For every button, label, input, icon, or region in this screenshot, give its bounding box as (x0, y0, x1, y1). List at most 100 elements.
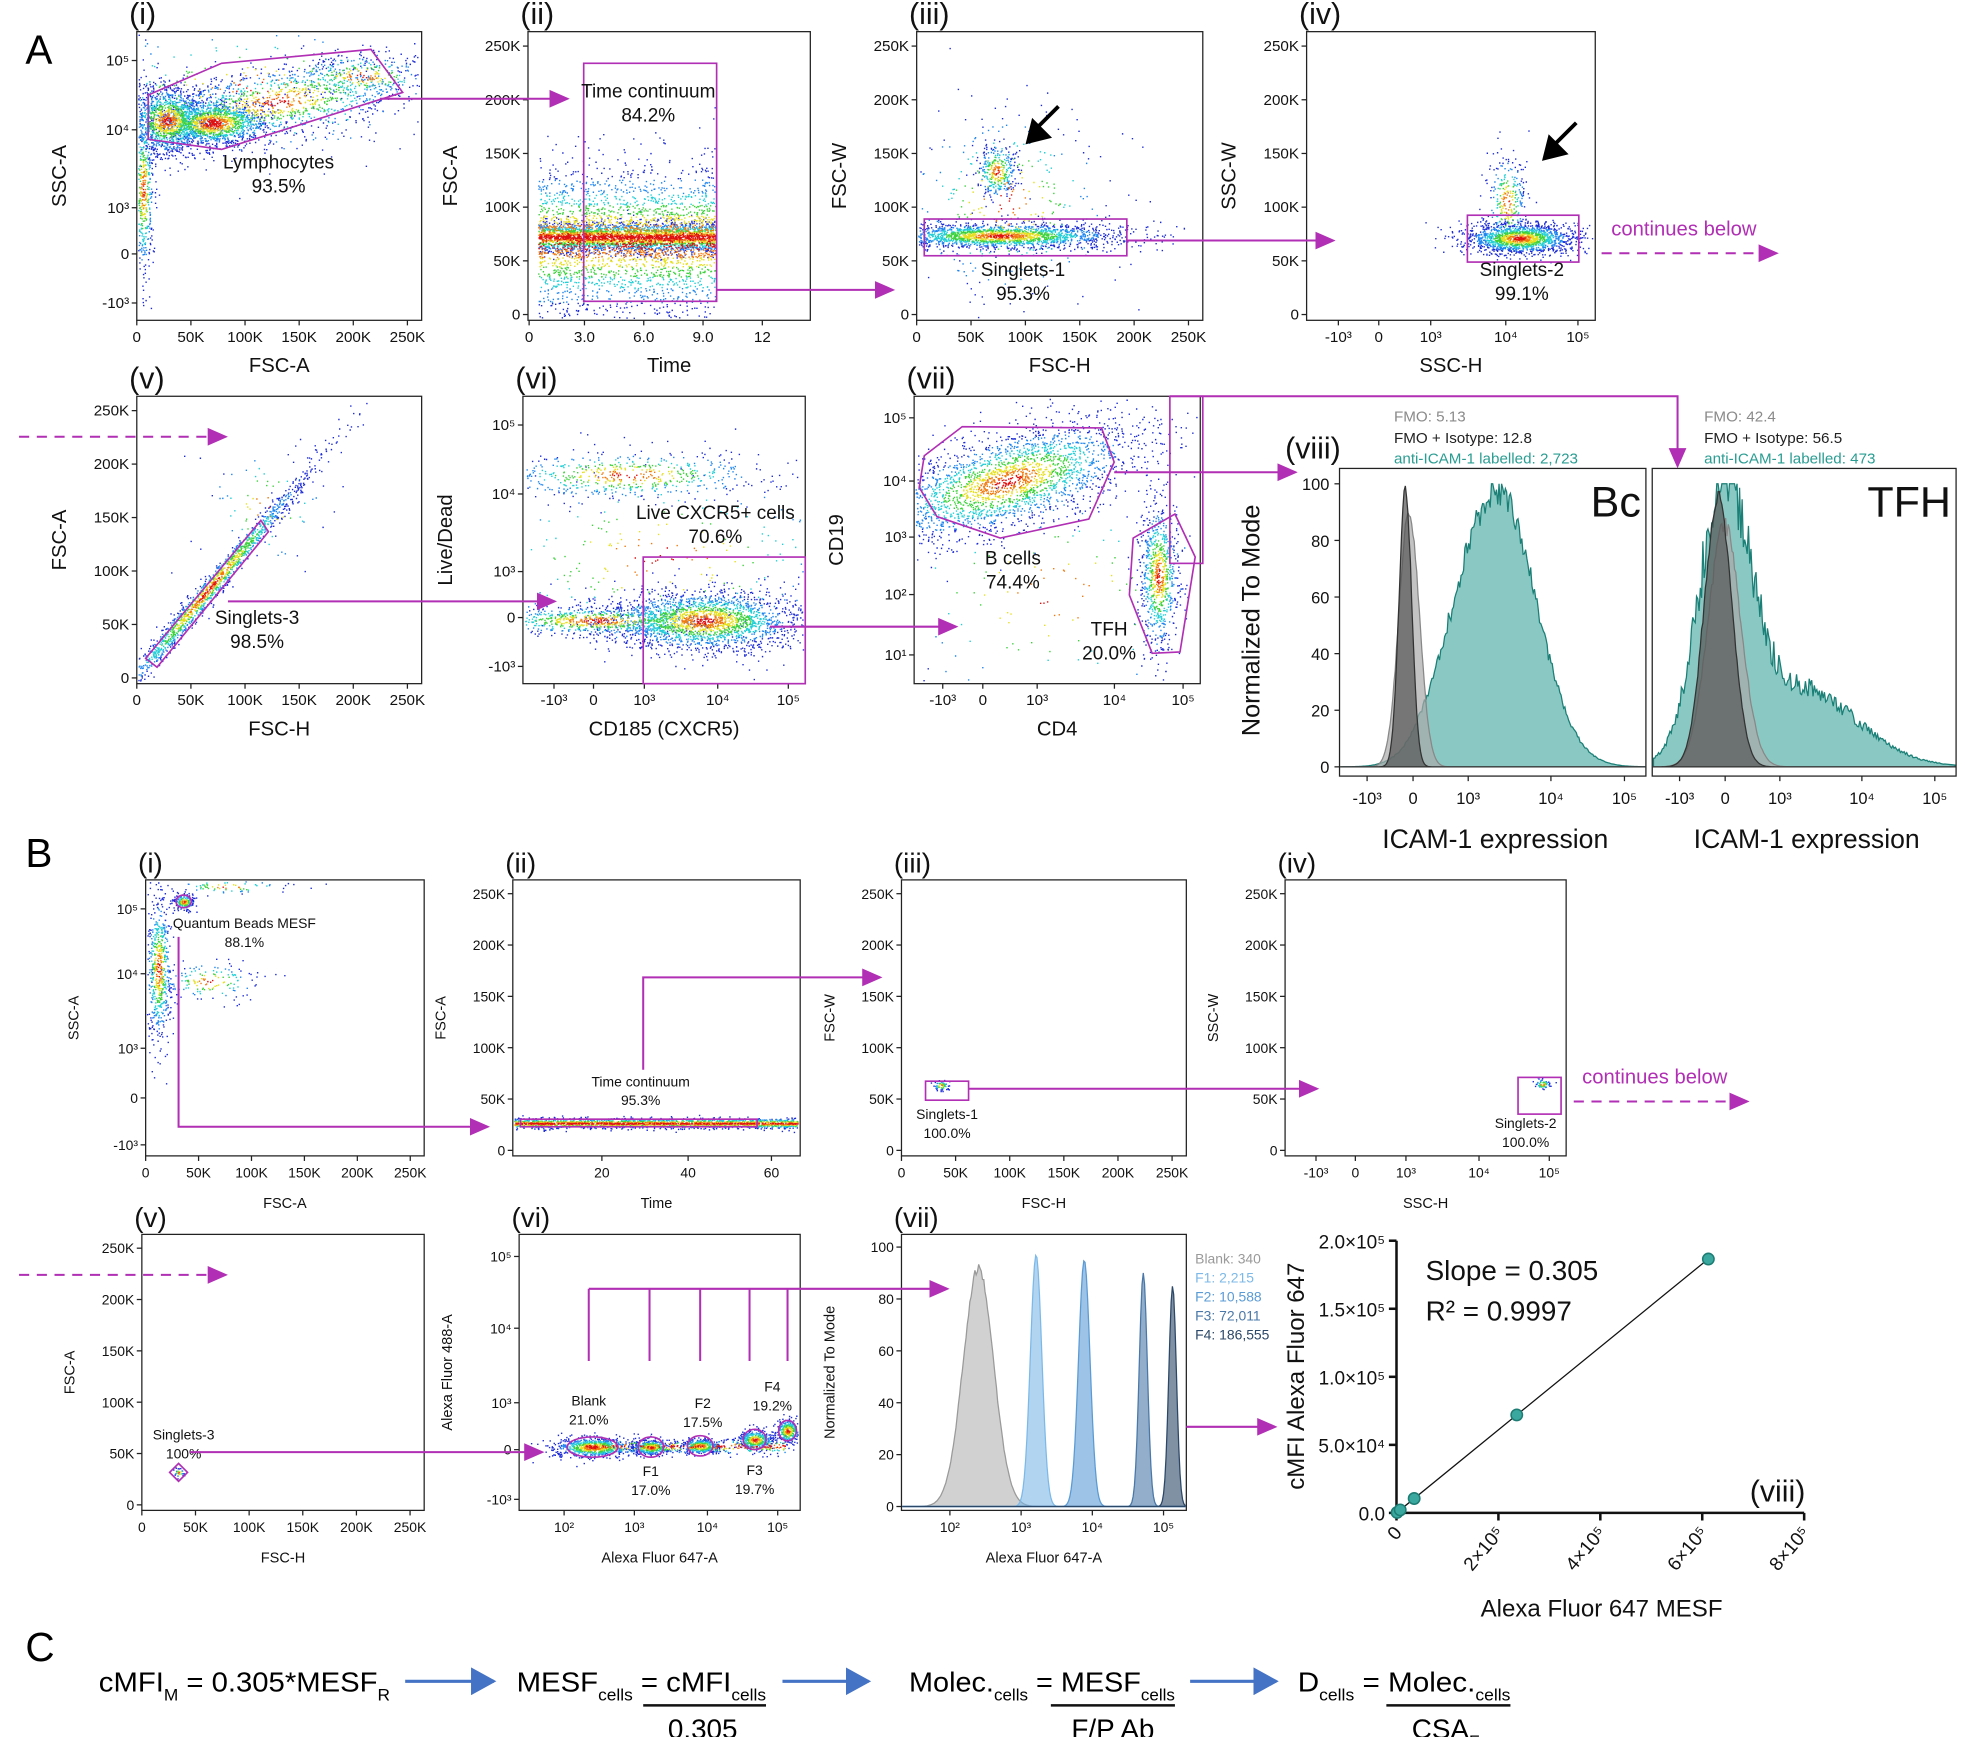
x-axis-label: ICAM-1 expression (1694, 824, 1920, 854)
y-tick-label: 0 (504, 1442, 512, 1458)
x-tick-label: 0 (1408, 790, 1417, 808)
panel-letter-b: B (25, 830, 52, 876)
x-tick-label: 0 (138, 1519, 146, 1535)
y-tick-label: 200K (874, 92, 909, 109)
gate[interactable] (924, 1080, 970, 1102)
gate[interactable] (1128, 512, 1197, 655)
x-tick-label: 200K (336, 692, 371, 709)
density-dots (1502, 192, 1532, 243)
x-axis-label: ICAM-1 expression (1382, 824, 1608, 854)
density-dots (560, 1420, 799, 1457)
x-tick-label: 100K (993, 1164, 1026, 1180)
y-tick-label: 0 (512, 307, 520, 324)
x-tick-label: 10³ (1456, 790, 1480, 808)
gate-name: B cells (985, 549, 1041, 570)
equation-lhs-sub: cells (994, 1686, 1028, 1704)
plot-frame (900, 879, 1187, 1157)
gate[interactable] (168, 1462, 189, 1483)
equation-lhs: MESF (517, 1666, 598, 1697)
y-tick-label: 50K (869, 1091, 894, 1107)
x-tick-label: 250K (390, 329, 425, 346)
y-tick-label: 10⁵ (490, 1249, 511, 1265)
gate[interactable] (923, 218, 1128, 257)
y-tick-label: 1.5×10⁵ (1319, 1300, 1385, 1321)
continues-below-note: continues below (1611, 218, 1757, 240)
gate[interactable] (147, 48, 405, 151)
density-dots (175, 497, 285, 630)
y-tick-label: 20 (1311, 703, 1329, 721)
equation-num: Molec. (1388, 1666, 1475, 1697)
gate[interactable] (582, 62, 718, 303)
density-dots (918, 124, 1099, 285)
gate[interactable] (519, 1118, 758, 1128)
x-tick-label: 0 (133, 692, 141, 709)
x-axis-label: Time (641, 1196, 673, 1212)
y-tick-label: 100K (473, 1040, 506, 1056)
panel-roman-label: (i) (138, 847, 163, 878)
y-tick-label: 250K (861, 886, 894, 902)
x-tick-label: 0 (1384, 1523, 1407, 1545)
x-tick-label: 10⁵ (1612, 790, 1637, 808)
gate[interactable] (1466, 214, 1580, 263)
density-dots (1540, 1084, 1545, 1086)
subpanel-title: Bc (1591, 479, 1641, 527)
gate-percentage: 17.5% (683, 1414, 722, 1430)
x-tick-label: 100K (233, 1519, 266, 1535)
y-tick-label: 40 (1311, 646, 1329, 664)
y-tick-label: 10⁴ (492, 486, 515, 503)
x-tick-label: 12 (754, 329, 771, 346)
y-tick-label: 0 (886, 1142, 894, 1158)
gate[interactable] (175, 894, 193, 909)
x-axis-label: FSC-H (248, 719, 310, 741)
equation-lhs: D (1298, 1666, 1319, 1697)
y-tick-label: 100K (102, 1394, 135, 1410)
calibration-scatter-chart: 0.0 5.0×10⁴ 1.0×10⁵ 1.5×10⁵ 2.0×10⁵ 0 2×10⁵ 4×1… (1283, 1232, 1814, 1622)
x-tick-label: 200K (340, 1519, 373, 1535)
density-dots (1500, 185, 1539, 245)
equation-denominator: 0.305 (668, 1713, 738, 1737)
density-dots (945, 156, 1061, 252)
y-tick-label: 50K (882, 253, 909, 270)
equation-lhs: cMFI (99, 1666, 164, 1697)
gate-name: Singlets-3 (215, 608, 299, 629)
y-tick-label: -10³ (487, 1491, 512, 1507)
gate-name: Lymphocytes (223, 152, 334, 173)
y-tick-label: 100K (1264, 199, 1299, 216)
gate[interactable] (686, 1434, 714, 1457)
y-tick-label: 10⁴ (117, 966, 138, 982)
x-tick-label: 10³ (624, 1519, 644, 1535)
r2-annotation: R² = 0.9997 (1426, 1295, 1572, 1326)
y-tick-label: 0 (497, 1142, 505, 1158)
equation-lhs: Molec. (909, 1666, 994, 1697)
density-dots (940, 1084, 944, 1087)
y-tick-label: -10³ (102, 295, 129, 312)
gate[interactable] (1517, 1076, 1562, 1115)
gate[interactable] (144, 518, 270, 669)
x-tick-label: 10⁴ (1468, 1164, 1489, 1180)
x-tick-label: 0 (142, 1164, 150, 1180)
density-dots (138, 45, 406, 246)
y-tick-label: 0 (121, 246, 129, 263)
y-axis-label: SSC-W (1219, 141, 1241, 209)
x-tick-label: 0 (1351, 1164, 1359, 1180)
x-tick-label: 10⁵ (777, 692, 800, 709)
x-tick-label: 10⁵ (1171, 692, 1194, 709)
x-tick-label: 9.0 (692, 329, 713, 346)
gate[interactable] (742, 1428, 767, 1451)
gate[interactable] (566, 1436, 619, 1459)
gate[interactable] (637, 1436, 665, 1459)
panel-B4: (iv) 250K 200K 150K 100K 50K 0 -10³ 0 10³ 10⁴ 10⁵ SS… (1206, 847, 1728, 1211)
y-tick-label: 150K (861, 988, 894, 1004)
equation-4: Dcells = Molec. cells (1298, 1666, 1511, 1704)
y-tick-label: 0 (886, 1499, 894, 1515)
density-dots (924, 443, 1173, 665)
y-tick-label: 200K (473, 937, 506, 953)
y-tick-label: 200K (1245, 937, 1278, 953)
gate[interactable] (642, 556, 807, 685)
gate[interactable] (918, 425, 1116, 539)
panel-B7: (vii)100 80 60 40 20 0 10² 10³ 10⁴ 10⁵ Alexa Fluor… (822, 1202, 1269, 1566)
y-axis-label: FSC-A (440, 145, 462, 206)
gate[interactable] (777, 1419, 798, 1442)
gate-name: F2 (695, 1395, 711, 1411)
